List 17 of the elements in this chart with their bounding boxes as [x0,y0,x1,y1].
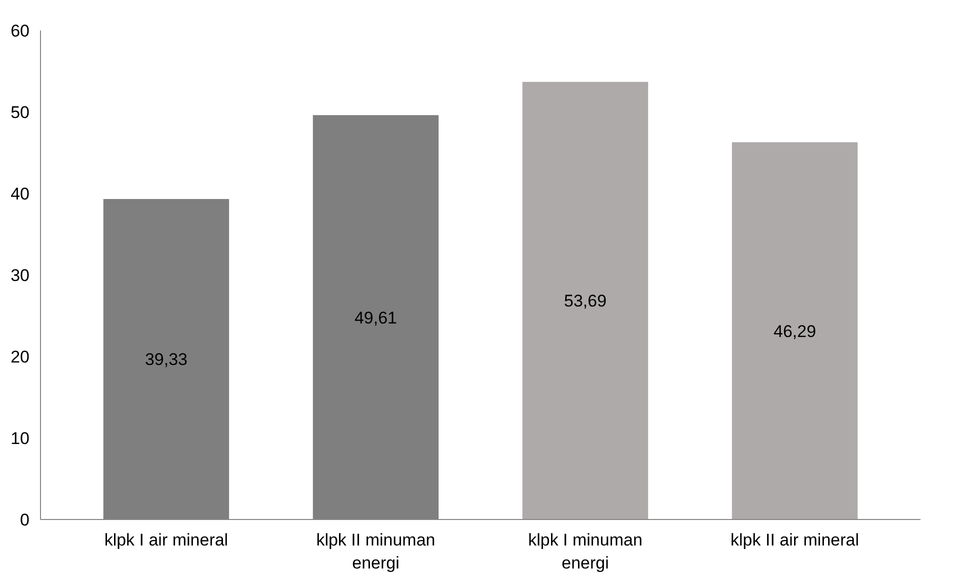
y-tick-label: 0 [20,510,30,530]
y-tick-label: 50 [10,103,30,122]
x-tick-label: klpk II air mineral [730,530,860,550]
x-tick-label: klpk I minuman energi [528,530,642,572]
data-label: 53,69 [564,292,607,311]
y-tick-label: 30 [10,266,30,285]
bar [522,82,648,520]
y-tick-label: 60 [10,22,30,40]
x-tick-label: klpk II minuman energi [316,530,436,572]
y-tick-label: 20 [10,348,30,366]
data-label: 49,61 [354,308,398,328]
data-label: 39,33 [144,350,188,370]
x-tick-label: klpk I air mineral [104,530,228,550]
y-tick-label: 40 [10,184,30,204]
data-label: 46,29 [774,322,816,341]
bar [732,142,858,520]
y-tick-label: 10 [10,429,30,448]
